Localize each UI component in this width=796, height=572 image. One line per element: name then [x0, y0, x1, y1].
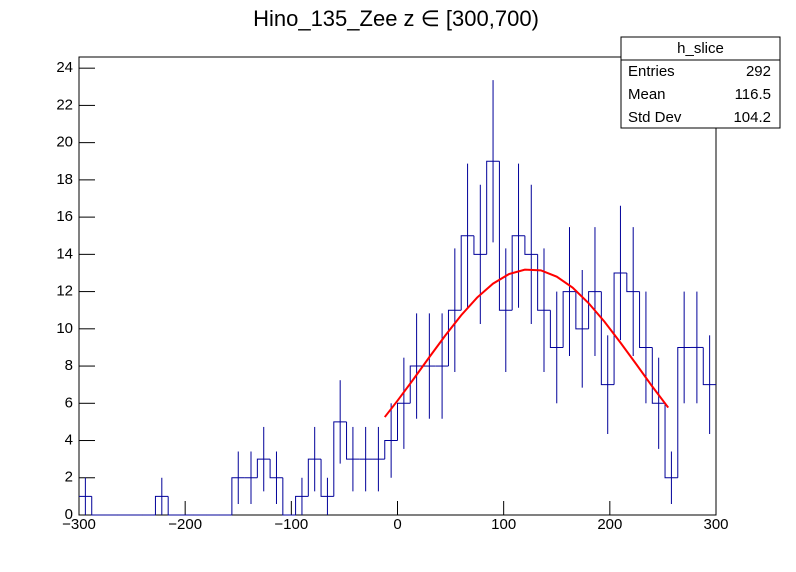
histogram-bin — [562, 291, 576, 348]
y-tick-label: 18 — [56, 171, 73, 188]
histogram-bin — [613, 272, 627, 385]
histogram-bin — [409, 365, 423, 404]
histogram-bin — [447, 309, 462, 367]
x-tick-label: 0 — [393, 516, 401, 533]
y-tick-label: 4 — [65, 431, 73, 448]
histogram-bin — [333, 421, 347, 497]
y-tick-label: 10 — [56, 320, 73, 337]
histogram-bin — [91, 496, 105, 516]
stats-title: h_slice — [677, 40, 724, 57]
histogram-bin — [600, 291, 615, 386]
histogram-bin — [295, 495, 309, 515]
histogram-bin — [231, 477, 245, 515]
chart-title: Hino_135_Zee z ∈ [300,700) — [253, 6, 539, 31]
histogram-bin — [320, 459, 334, 497]
x-tick-label: −300 — [62, 516, 96, 533]
stats-value: 292 — [746, 63, 771, 80]
histogram-bin — [473, 235, 487, 255]
histogram-bin — [307, 458, 322, 497]
y-tick-label: 22 — [56, 96, 73, 113]
stats-label: Entries — [628, 63, 675, 80]
x-tick-label: 300 — [703, 516, 728, 533]
histogram-bin — [575, 291, 589, 330]
histogram-bin — [588, 291, 602, 329]
stats-box — [620, 36, 781, 129]
histogram-bin — [702, 347, 716, 386]
x-tick-label: −200 — [168, 516, 202, 533]
fit-curve — [383, 268, 670, 418]
histogram-bin — [524, 235, 538, 255]
y-tick-label: 24 — [56, 59, 73, 76]
histogram-bin — [498, 161, 513, 311]
histogram-bin — [651, 347, 666, 404]
stats-label: Std Dev — [628, 109, 682, 126]
histogram-bin — [154, 495, 169, 515]
stats-label: Mean — [628, 86, 666, 103]
histogram-bin — [639, 291, 653, 348]
histogram-bin — [256, 458, 271, 478]
histogram-bin — [537, 254, 551, 311]
histogram-bin — [677, 346, 691, 478]
y-tick-label: 16 — [56, 208, 73, 225]
histogram-bin — [384, 440, 398, 460]
y-tick-label: 12 — [56, 283, 73, 300]
histogram-bin — [511, 235, 525, 311]
histogram-bin — [549, 310, 564, 348]
histogram-bin — [486, 160, 500, 255]
x-tick-label: 100 — [491, 516, 516, 533]
stats-value: 104.2 — [733, 109, 771, 126]
x-tick-label: 200 — [597, 516, 622, 533]
x-tick-label: −100 — [274, 516, 308, 533]
histogram-bin — [626, 272, 640, 293]
y-tick-label: 20 — [56, 134, 73, 151]
histogram-bin — [269, 459, 283, 479]
histogram-bin — [167, 496, 181, 516]
histogram-bin — [282, 477, 296, 516]
stats-value: 116.5 — [735, 86, 771, 103]
y-tick-label: 0 — [65, 506, 73, 523]
y-tick-label: 14 — [56, 245, 73, 262]
histogram-bin — [664, 403, 678, 479]
histogram-bin — [397, 402, 411, 441]
histogram-bin — [346, 421, 360, 460]
histogram-bin — [460, 235, 474, 311]
y-tick-label: 8 — [65, 357, 73, 374]
y-tick-label: 2 — [65, 469, 73, 486]
y-tick-label: 6 — [65, 394, 73, 411]
